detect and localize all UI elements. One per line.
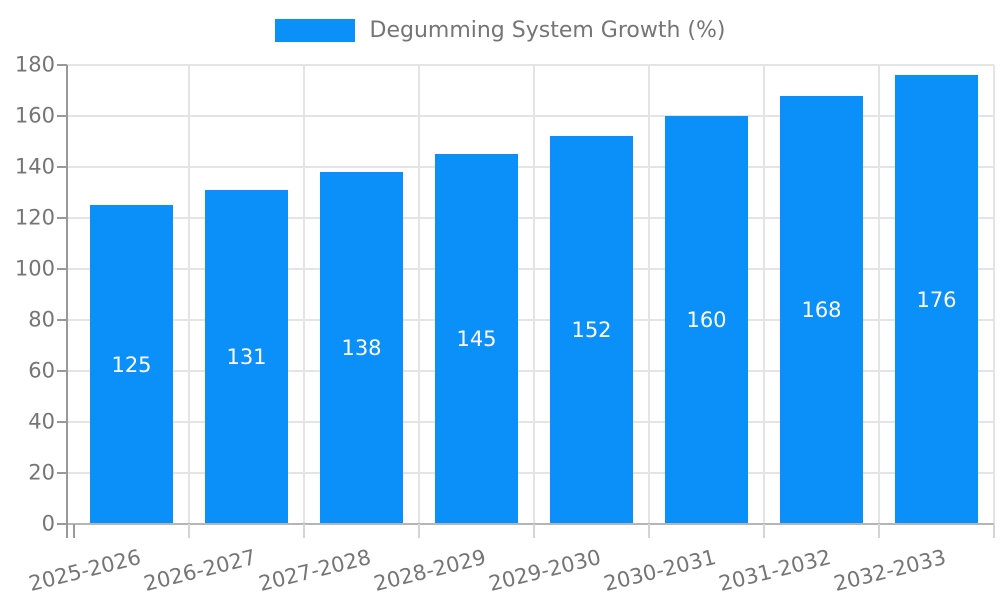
- y-axis-label: 100: [14, 256, 55, 281]
- chart-legend: Degumming System Growth (%): [0, 17, 1000, 43]
- y-axis-label: 40: [28, 409, 55, 434]
- x-gridline: [303, 65, 305, 524]
- bar-value-label: 131: [226, 344, 267, 369]
- y-axis-label: 60: [28, 358, 55, 383]
- y-tick-mark: [57, 421, 67, 423]
- bar-value-label: 138: [341, 336, 382, 361]
- bar: 168: [780, 95, 863, 524]
- x-gridline: [188, 65, 190, 524]
- x-axis-label: 2031-2032: [716, 545, 834, 596]
- x-axis-label: 2032-2033: [831, 545, 949, 596]
- y-axis-label: 160: [14, 103, 55, 128]
- x-axis-label: 2028-2029: [371, 545, 489, 596]
- x-axis-baseline: [57, 523, 994, 525]
- y-axis-line: [66, 65, 68, 538]
- y-axis-label: 80: [28, 307, 55, 332]
- x-axis-label: 2025-2026: [26, 545, 144, 596]
- bar: 125: [90, 205, 173, 524]
- legend-label: Degumming System Growth (%): [369, 17, 726, 43]
- bar-value-label: 168: [801, 297, 842, 322]
- y-tick-mark: [57, 115, 67, 117]
- y-axis-label: 20: [28, 460, 55, 485]
- x-axis-label: 2030-2031: [601, 545, 719, 596]
- y-axis-label: 120: [14, 205, 55, 230]
- x-tick-mark: [993, 524, 995, 538]
- bar: 145: [435, 154, 518, 524]
- bar-value-label: 125: [111, 352, 152, 377]
- x-tick-mark: [303, 524, 305, 538]
- y-tick-mark: [57, 217, 67, 219]
- bar: 131: [205, 189, 288, 524]
- y-tick-mark: [57, 64, 67, 66]
- y-gridline: [67, 64, 994, 66]
- y-gridline: [67, 370, 994, 372]
- x-gridline: [648, 65, 650, 524]
- x-axis-label: 2029-2030: [486, 545, 604, 596]
- y-gridline: [67, 421, 994, 423]
- x-gridline: [418, 65, 420, 524]
- legend-swatch: [274, 18, 355, 42]
- y-axis-label: 0: [41, 511, 55, 536]
- bar: 138: [320, 172, 403, 524]
- y-gridline: [67, 166, 994, 168]
- x-tick-mark: [418, 524, 420, 538]
- bar: 176: [895, 75, 978, 524]
- x-gridline: [878, 65, 880, 524]
- y-axis-label: 180: [14, 52, 55, 77]
- bar-value-label: 160: [686, 308, 727, 332]
- bar: 152: [550, 136, 633, 524]
- bar-value-label: 145: [456, 327, 497, 352]
- y-tick-mark: [57, 370, 67, 372]
- x-axis-label: 2027-2028: [256, 545, 374, 596]
- x-tick-mark: [188, 524, 190, 538]
- y-axis-label: 140: [14, 154, 55, 179]
- bar-value-label: 176: [916, 287, 957, 312]
- y-tick-mark: [57, 166, 67, 168]
- x-tick-mark: [73, 524, 75, 538]
- x-tick-mark: [648, 524, 650, 538]
- y-tick-mark: [57, 268, 67, 270]
- y-tick-mark: [57, 472, 67, 474]
- bar: 160: [665, 116, 748, 524]
- y-gridline: [67, 319, 994, 321]
- x-gridline: [763, 65, 765, 524]
- y-gridline: [67, 217, 994, 219]
- bar-value-label: 152: [571, 318, 612, 343]
- y-tick-mark: [57, 523, 67, 525]
- x-tick-mark: [763, 524, 765, 538]
- y-gridline: [67, 115, 994, 117]
- y-gridline: [67, 268, 994, 270]
- y-gridline: [67, 472, 994, 474]
- x-gridline: [993, 65, 995, 524]
- x-tick-mark: [878, 524, 880, 538]
- x-axis-label: 2026-2027: [141, 545, 259, 596]
- x-gridline: [533, 65, 535, 524]
- y-tick-mark: [57, 319, 67, 321]
- x-tick-mark: [533, 524, 535, 538]
